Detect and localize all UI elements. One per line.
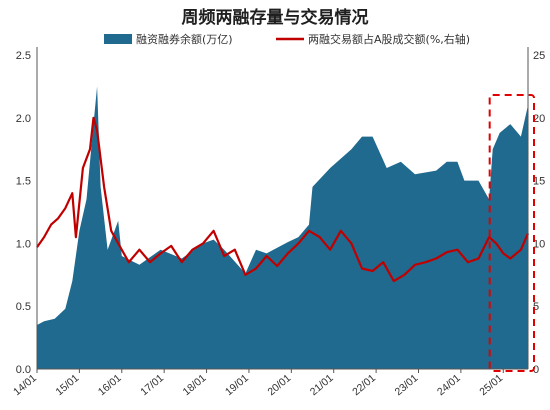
right-tick-label: 0 <box>533 364 539 376</box>
x-tick-label: 18/01 <box>181 372 209 398</box>
line-layer <box>36 116 530 283</box>
ratio-line <box>36 116 530 283</box>
x-tick-label: 17/01 <box>138 372 166 398</box>
x-tick-label: 22/01 <box>350 372 378 398</box>
right-tick-label: 20 <box>533 113 545 125</box>
left-tick-label: 2.5 <box>16 50 31 62</box>
highlight-dashed-rect <box>488 93 536 373</box>
right-tick-label: 5 <box>533 301 539 313</box>
legend: 融资融券余额(万亿) 两融交易额占A股成交额(%,右轴) <box>104 32 470 46</box>
left-tick-label: 1.5 <box>16 176 31 188</box>
axes <box>36 47 529 370</box>
right-axis-ticks: 0 5 10 15 20 25 <box>533 50 545 376</box>
left-axis-ticks: 0.0 0.5 1.0 1.5 2.0 2.5 <box>16 50 31 376</box>
x-tick-label: 20/01 <box>265 372 293 398</box>
legend-label-balance: 融资融券余额(万亿) <box>136 32 233 46</box>
annotation-layer <box>488 93 536 373</box>
x-tick-label: 19/01 <box>223 372 251 398</box>
x-tick-label: 15/01 <box>53 372 81 398</box>
left-tick-label: 2.0 <box>16 113 31 125</box>
x-axis-ticks: 14/01 15/01 16/01 17/01 18/01 19/01 20/01 21/01… <box>11 369 505 398</box>
balance-area <box>37 86 528 370</box>
x-tick-label: 23/01 <box>393 372 421 398</box>
left-tick-label: 0.0 <box>16 364 31 376</box>
legend-label-ratio: 两融交易额占A股成交额(%,右轴) <box>308 32 470 46</box>
area-layer <box>37 86 528 370</box>
chart-title: 周频两融存量与交易情况 <box>182 7 369 28</box>
right-tick-label: 15 <box>533 176 545 188</box>
x-tick-label: 25/01 <box>477 372 505 398</box>
legend-swatch-balance <box>104 34 132 44</box>
x-tick-label: 24/01 <box>435 372 463 398</box>
left-tick-label: 0.5 <box>16 301 31 313</box>
left-tick-label: 1.0 <box>16 238 31 250</box>
x-tick-label: 21/01 <box>308 372 336 398</box>
right-tick-label: 10 <box>533 238 545 250</box>
right-tick-label: 25 <box>533 50 545 62</box>
x-tick-label: 16/01 <box>96 372 124 398</box>
